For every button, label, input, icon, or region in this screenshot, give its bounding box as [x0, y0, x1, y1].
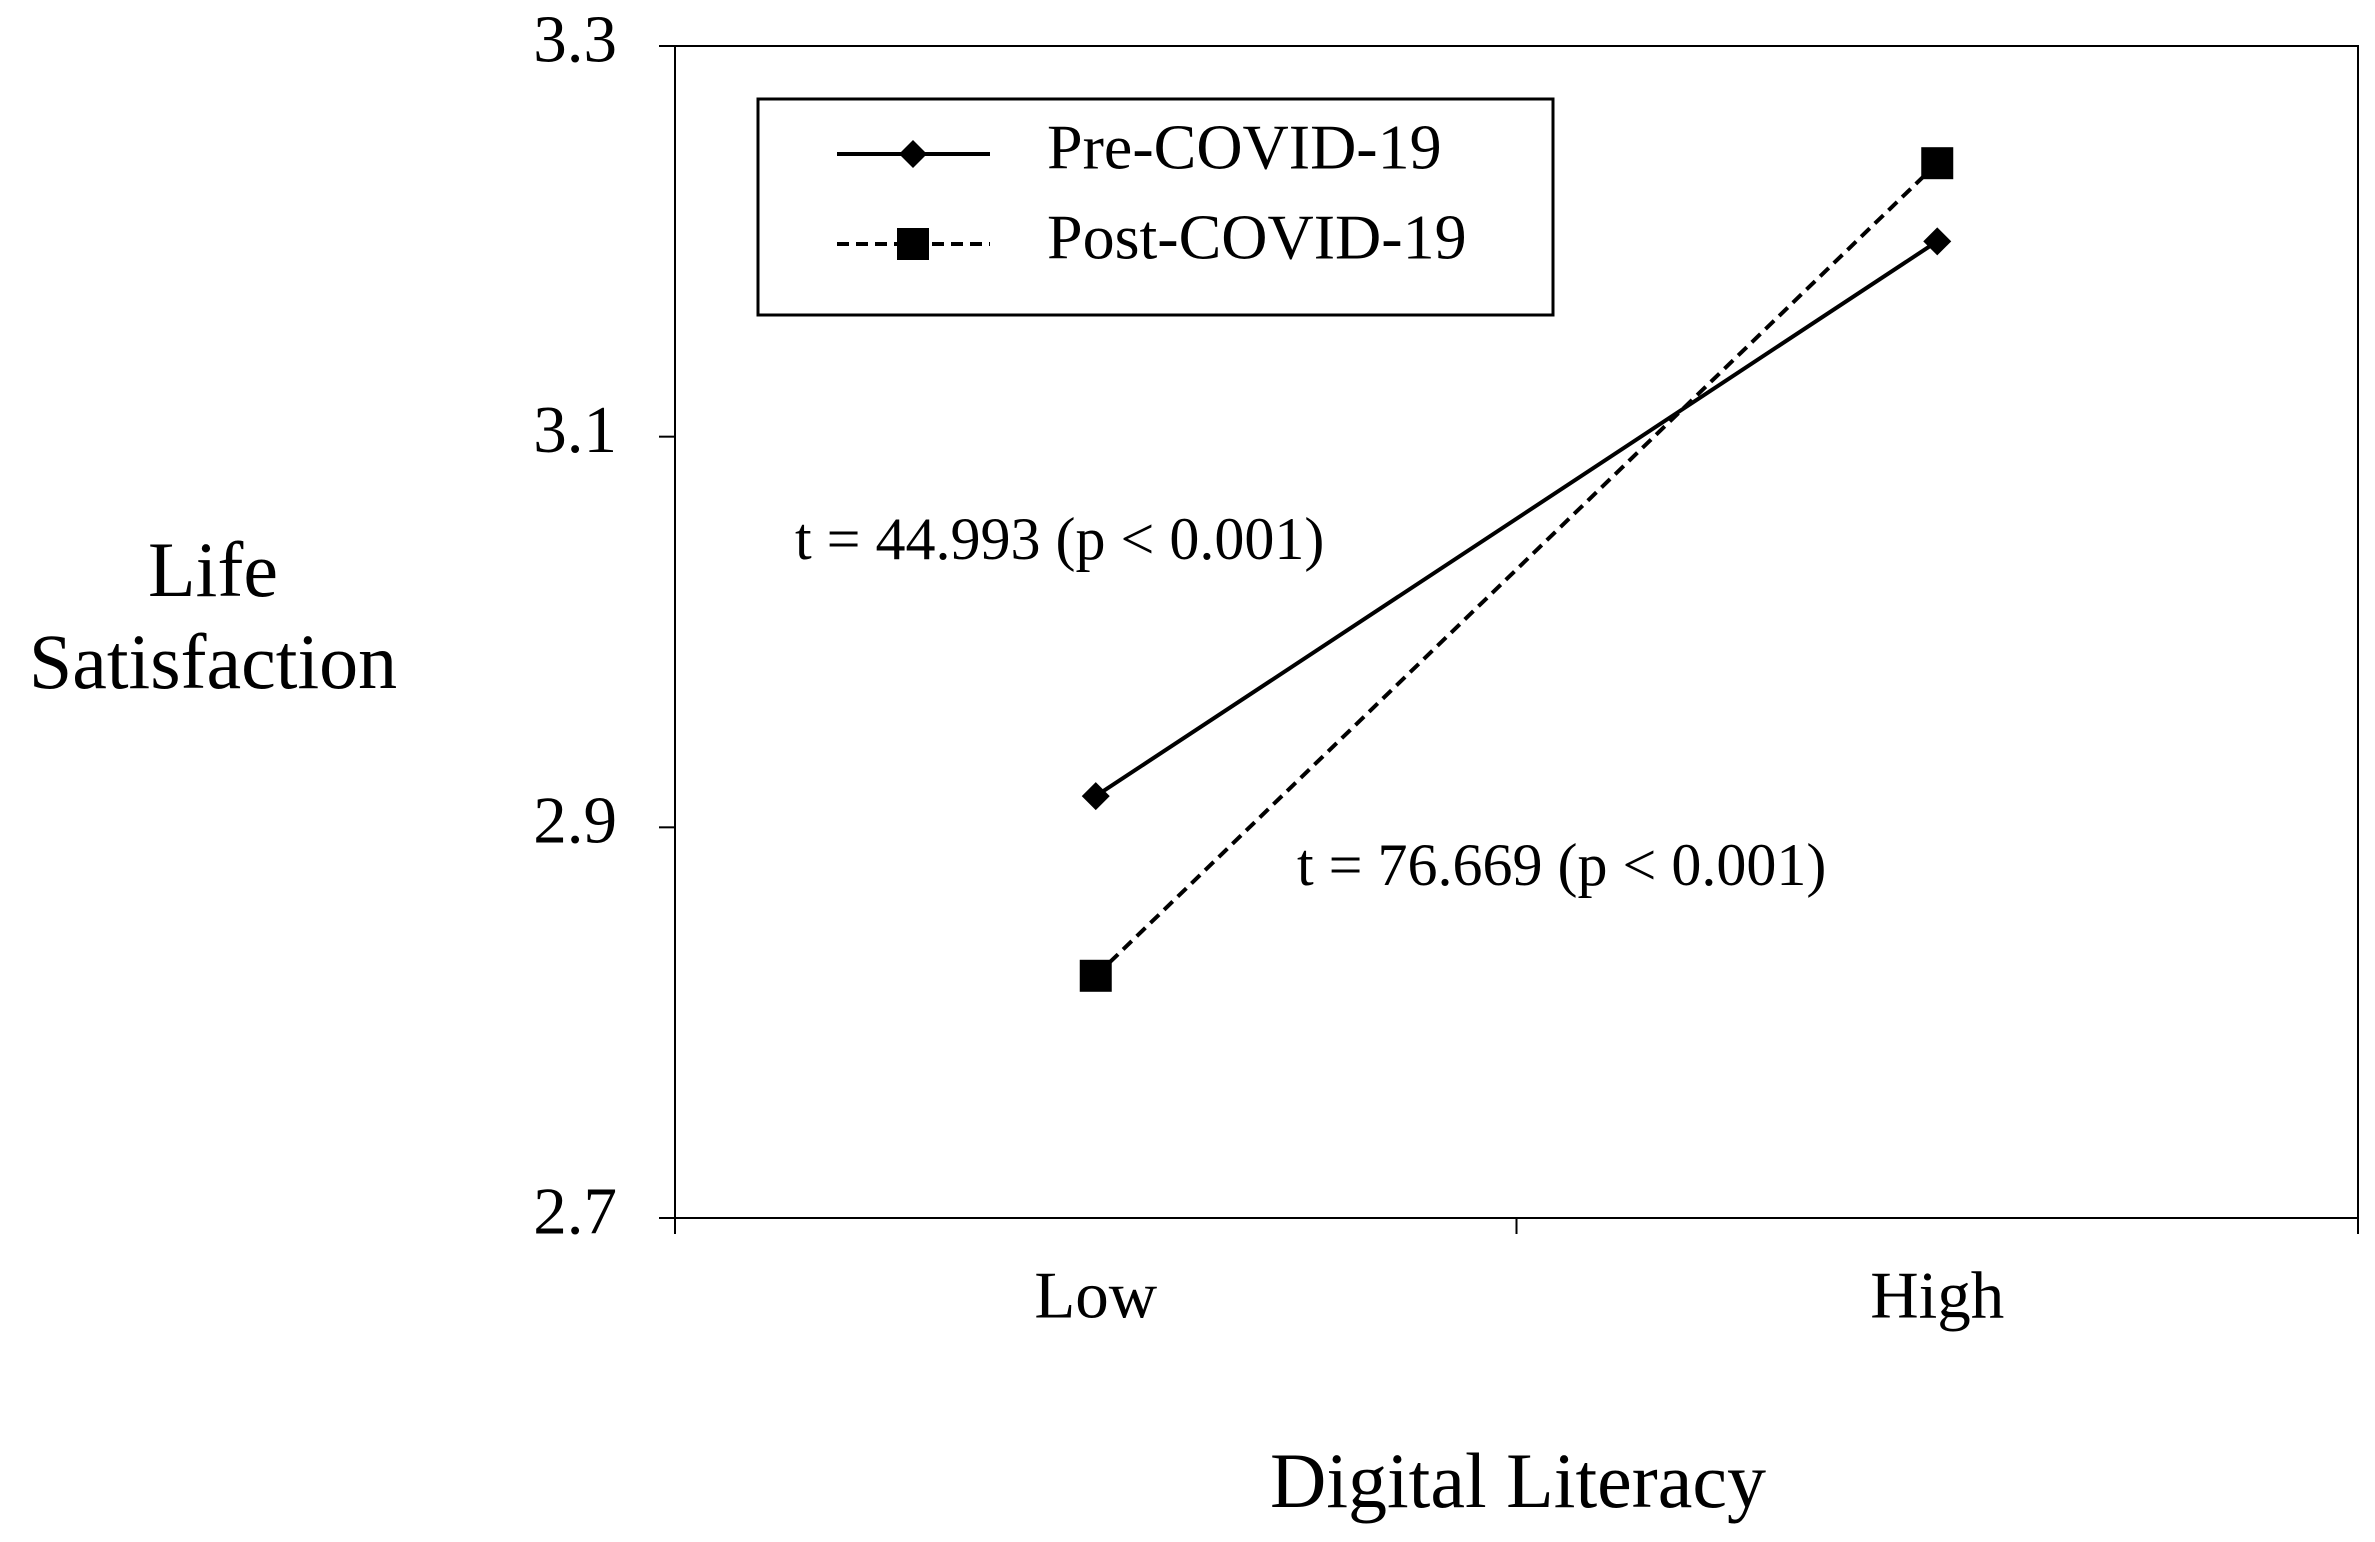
y-tick-label: 3.3 [533, 2, 617, 76]
annotation: t = 76.669 (p < 0.001) [1297, 832, 1826, 898]
marker [1081, 782, 1110, 811]
x-axis-title: Digital Literacy [1270, 1437, 1766, 1524]
legend-label: Post-COVID-19 [1047, 202, 1467, 273]
y-tick-label: 2.9 [533, 784, 617, 858]
y-tick-label: 2.7 [533, 1174, 617, 1248]
marker [1079, 959, 1112, 992]
marker [1921, 147, 1954, 180]
annotation: t = 44.993 (p < 0.001) [795, 506, 1324, 572]
series-line [1094, 239, 1939, 798]
legend-label: Pre-COVID-19 [1047, 112, 1442, 183]
marker [1923, 227, 1952, 256]
x-tick-label: High [1870, 1258, 2004, 1332]
marker [897, 228, 929, 260]
y-axis-title: Life Satisfaction [29, 526, 397, 705]
series-line [1094, 161, 1939, 978]
y-tick-label: 3.1 [533, 393, 617, 467]
marker [899, 140, 927, 168]
x-tick-label: Low [1034, 1258, 1157, 1332]
legend: Pre-COVID-19 Post-COVID-19 [756, 97, 1555, 317]
legend-box [756, 97, 1555, 317]
